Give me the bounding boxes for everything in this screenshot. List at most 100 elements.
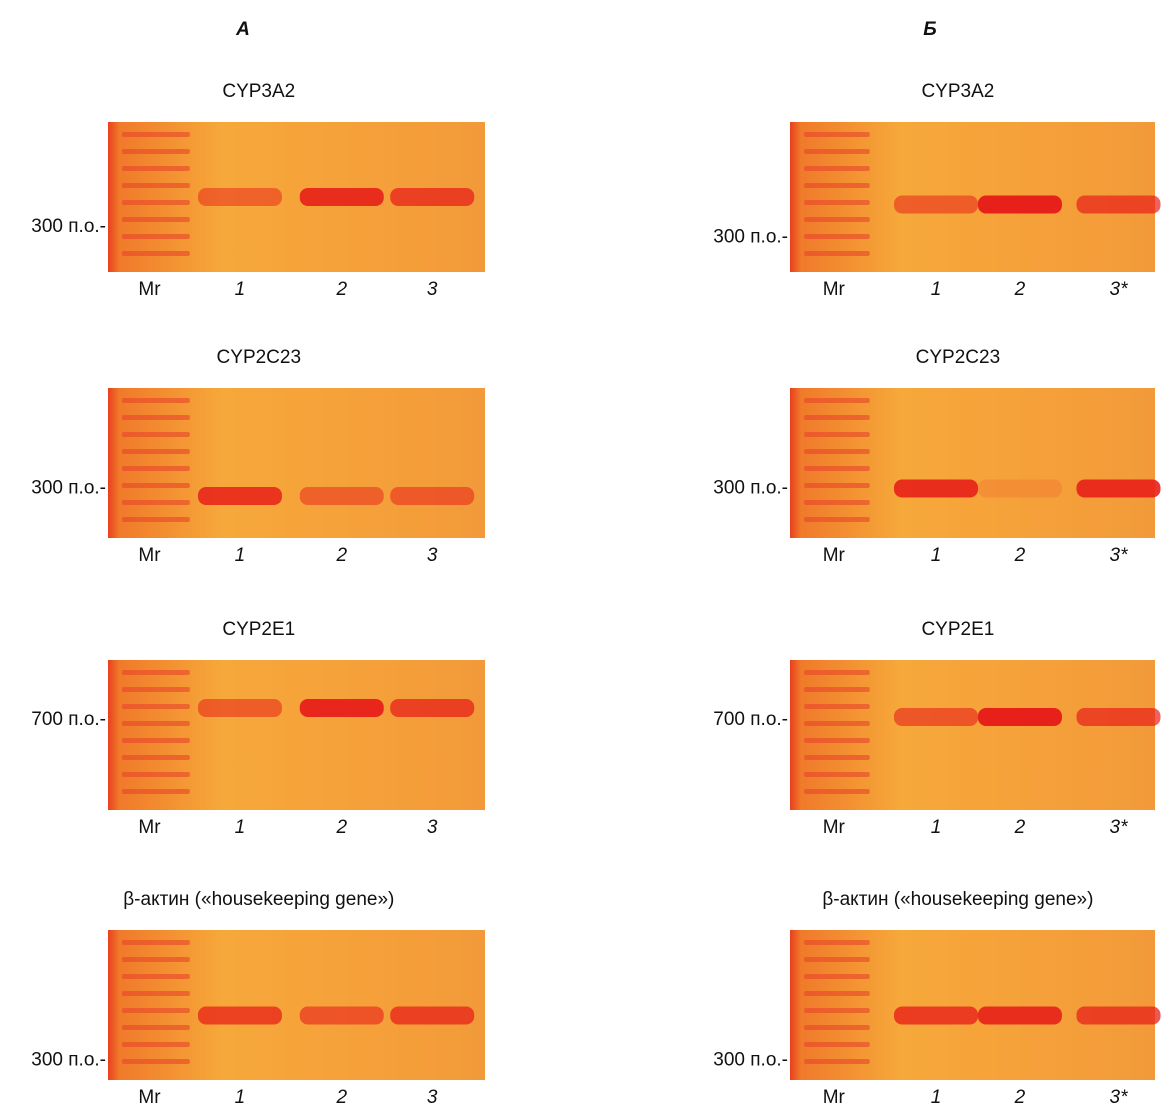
band bbox=[198, 1007, 282, 1025]
ladder-band bbox=[122, 957, 190, 962]
panel-title: β-актин («housekeeping gene») bbox=[123, 889, 394, 910]
marker-label: 300 п.о.- bbox=[713, 227, 788, 248]
ladder-band bbox=[122, 466, 190, 471]
ladder-band bbox=[804, 1025, 870, 1030]
band bbox=[198, 699, 282, 717]
lane-label: 2 bbox=[1014, 279, 1026, 300]
ladder-band bbox=[804, 755, 870, 760]
ladder-band bbox=[122, 1042, 190, 1047]
panel-title: CYP2E1 bbox=[921, 619, 994, 640]
band bbox=[894, 708, 978, 726]
lane-label: 2 bbox=[335, 545, 347, 566]
ladder-band bbox=[804, 500, 870, 505]
gel bbox=[108, 660, 485, 810]
ladder-band bbox=[804, 183, 870, 188]
ladder-band bbox=[804, 166, 870, 171]
ladder-band bbox=[122, 755, 190, 760]
lane-label: 1 bbox=[931, 1087, 942, 1108]
ladder-band bbox=[122, 991, 190, 996]
ladder-band bbox=[122, 517, 190, 522]
ladder-band bbox=[122, 721, 190, 726]
ladder-band bbox=[122, 1059, 190, 1064]
band bbox=[300, 487, 384, 505]
ladder-band bbox=[804, 940, 870, 945]
ladder-band bbox=[804, 415, 870, 420]
ladder-band bbox=[804, 149, 870, 154]
ladder-band bbox=[122, 415, 190, 420]
lane-label: 3* bbox=[1110, 545, 1129, 566]
ladder-band bbox=[804, 449, 870, 454]
lane-label: 1 bbox=[235, 1087, 246, 1108]
band bbox=[894, 196, 978, 214]
band bbox=[300, 188, 384, 206]
ladder-band bbox=[804, 957, 870, 962]
lane-label: Mr bbox=[138, 1087, 161, 1108]
band bbox=[978, 1007, 1062, 1025]
ladder-band bbox=[122, 940, 190, 945]
lane-label: 2 bbox=[335, 817, 347, 838]
lane-label: 3* bbox=[1110, 279, 1129, 300]
band bbox=[1077, 708, 1161, 726]
panel-title: CYP3A2 bbox=[222, 81, 295, 102]
marker-label: 700 п.о.- bbox=[713, 709, 788, 730]
lane-label: Mr bbox=[138, 817, 161, 838]
ladder-band bbox=[804, 466, 870, 471]
ladder-band bbox=[804, 670, 870, 675]
ladder-band bbox=[122, 704, 190, 709]
ladder-band bbox=[122, 217, 190, 222]
ladder-band bbox=[122, 398, 190, 403]
ladder-band bbox=[804, 251, 870, 256]
lane-label: 1 bbox=[931, 545, 942, 566]
ladder-band bbox=[804, 991, 870, 996]
ladder-band bbox=[804, 1042, 870, 1047]
lane-label: 1 bbox=[931, 279, 942, 300]
ladder-band bbox=[804, 738, 870, 743]
lane-label: 3 bbox=[427, 817, 438, 838]
lane-label: 1 bbox=[235, 279, 246, 300]
marker-label: 300 п.о.- bbox=[31, 478, 106, 499]
lane-label: Mr bbox=[823, 1087, 846, 1108]
ladder-band bbox=[804, 1059, 870, 1064]
ladder-band bbox=[804, 432, 870, 437]
lane-label: 3 bbox=[427, 545, 438, 566]
panel-title: CYP2C23 bbox=[916, 347, 1001, 368]
ladder-band bbox=[122, 500, 190, 505]
lane-label: 3 bbox=[427, 279, 438, 300]
ladder-band bbox=[122, 166, 190, 171]
ladder-band bbox=[122, 234, 190, 239]
band bbox=[978, 708, 1062, 726]
ladder-band bbox=[122, 432, 190, 437]
ladder-band bbox=[122, 449, 190, 454]
marker-label: 300 п.о.- bbox=[31, 216, 106, 237]
ladder-band bbox=[804, 517, 870, 522]
band bbox=[390, 487, 474, 505]
marker-label: 300 п.о.- bbox=[713, 1050, 788, 1071]
ladder-band bbox=[804, 772, 870, 777]
ladder-band bbox=[122, 687, 190, 692]
ladder-band bbox=[804, 687, 870, 692]
lane-label: 1 bbox=[235, 545, 246, 566]
lane-label: Mr bbox=[823, 279, 846, 300]
ladder-band bbox=[804, 704, 870, 709]
ladder-band bbox=[122, 974, 190, 979]
lane-label: Mr bbox=[823, 545, 846, 566]
ladder-band bbox=[122, 251, 190, 256]
marker-label: 700 п.о.- bbox=[31, 709, 106, 730]
ladder-band bbox=[122, 1008, 190, 1013]
band bbox=[1077, 196, 1161, 214]
panel-title: β-актин («housekeeping gene») bbox=[822, 889, 1093, 910]
gel bbox=[790, 388, 1155, 538]
lane-label: 2 bbox=[335, 279, 347, 300]
column-heading: Б bbox=[923, 19, 936, 40]
marker-label: 300 п.о.- bbox=[31, 1050, 106, 1071]
band bbox=[1077, 480, 1161, 498]
ladder-band bbox=[122, 772, 190, 777]
ladder-band bbox=[804, 132, 870, 137]
ladder-band bbox=[804, 483, 870, 488]
gel bbox=[790, 660, 1155, 810]
ladder-band bbox=[804, 721, 870, 726]
ladder-band bbox=[122, 149, 190, 154]
marker-label: 300 п.о.- bbox=[713, 478, 788, 499]
band bbox=[1077, 1007, 1161, 1025]
ladder-band bbox=[122, 789, 190, 794]
